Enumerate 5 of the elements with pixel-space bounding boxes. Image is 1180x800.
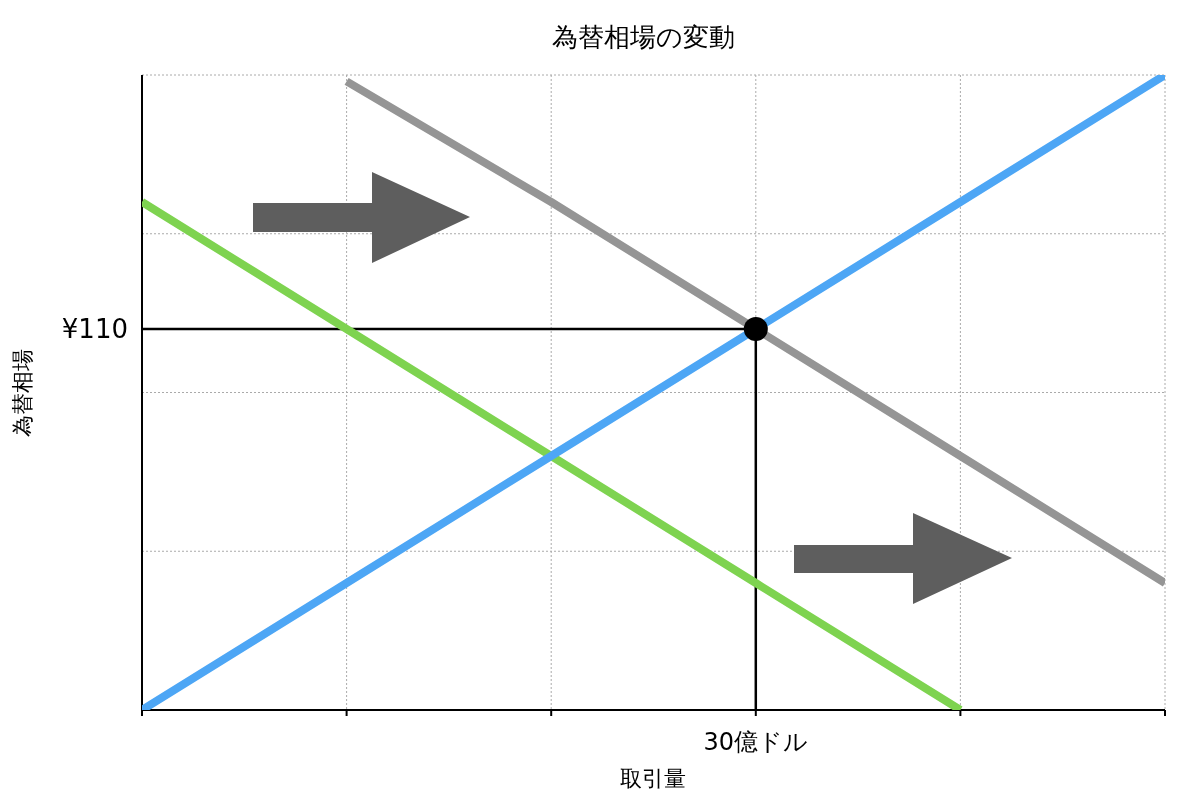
text: 30億ドル [703, 728, 809, 756]
x-axis-title: 取引量 [620, 766, 686, 791]
y-axis-title: 為替相場 [10, 349, 35, 437]
text: ¥110 [61, 314, 128, 344]
chart-title: 為替相場の変動 [552, 22, 735, 52]
